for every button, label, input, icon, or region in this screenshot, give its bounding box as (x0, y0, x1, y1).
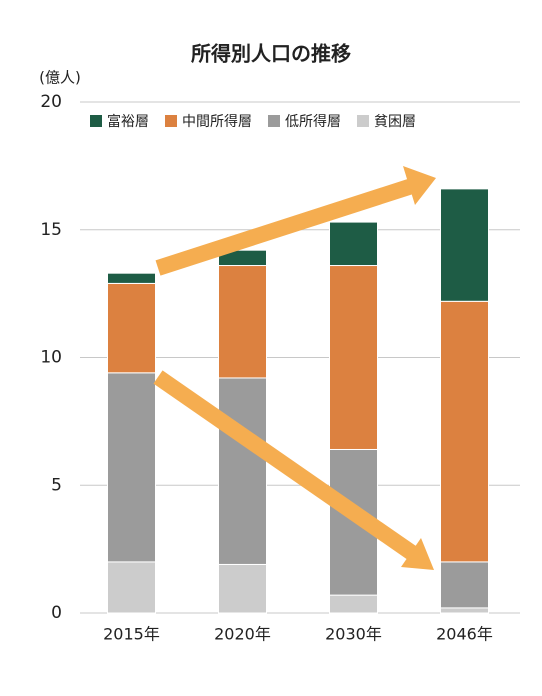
bar-segment (440, 188, 489, 302)
bar-segment (329, 265, 378, 450)
legend-label: 富裕層 (107, 113, 149, 130)
arrow-down (153, 370, 417, 560)
y-tick-label: 0 (51, 603, 62, 623)
legend: 富裕層 中間所得層 低所得層 貧困層 (90, 113, 416, 130)
legend-label: 貧困層 (374, 114, 416, 130)
x-tick-label: 2020年 (214, 625, 271, 644)
y-tick-label: 10 (40, 348, 62, 368)
y-tick-label: 5 (51, 475, 62, 495)
legend-swatch (268, 115, 280, 127)
arrow-down-head (401, 538, 434, 570)
legend-label: 低所得層 (285, 113, 341, 130)
bar-segment (107, 561, 156, 614)
bar-segment (329, 594, 378, 614)
bar-segment (218, 563, 267, 614)
legend-swatch (90, 115, 102, 127)
legend-swatch (165, 115, 177, 127)
bar-segment (218, 249, 267, 267)
bar-segment (218, 377, 267, 565)
chart-title: 所得別人口の推移 (191, 42, 351, 66)
x-tick-label: 2046年 (436, 625, 493, 644)
bars: 2015年 2020年 2030年 2046年 (103, 188, 493, 644)
bar-segment (329, 221, 378, 267)
y-axis-label: (億人) (39, 69, 81, 87)
x-tick-label: 2015年 (103, 625, 160, 644)
bar-segment (107, 282, 156, 374)
bar-segment (218, 265, 267, 379)
y-tick-label: 15 (40, 220, 62, 240)
bar-segment (440, 300, 489, 563)
trend-arrows (153, 166, 436, 570)
x-tick-label: 2030年 (325, 625, 382, 644)
legend-swatch (357, 115, 369, 127)
arrow-up (155, 178, 415, 276)
bar-segment (440, 561, 489, 609)
y-tick-label: 20 (40, 92, 62, 112)
legend-label: 中間所得層 (182, 113, 252, 130)
bar-segment (440, 607, 489, 614)
bar-segment (107, 272, 156, 284)
arrow-up-head (403, 166, 436, 205)
bar-segment (107, 372, 156, 563)
